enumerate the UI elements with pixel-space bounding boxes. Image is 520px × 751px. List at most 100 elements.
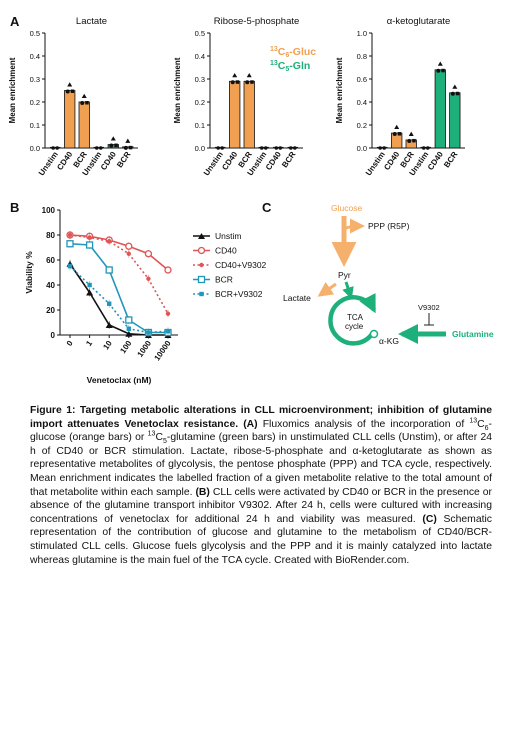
data-point — [67, 264, 73, 269]
figure-graphic: A B C Lactate Mean enrichment 0.0 0.1 0.2 0.3… — [8, 14, 494, 385]
y-tick-label: 0.0 — [357, 144, 367, 153]
x-tick-label: CD40 — [426, 150, 445, 172]
y-tick-label: 20 — [46, 306, 55, 315]
y-tick-label: 0.8 — [357, 52, 367, 61]
data-point — [86, 289, 94, 296]
lactate-label: Lactate — [283, 293, 311, 303]
legend-label: CD40 — [215, 246, 237, 256]
x-tick-label: CD40 — [55, 150, 74, 172]
x-axis-label: Venetoclax (nM) — [87, 375, 152, 385]
series-line — [69, 265, 169, 334]
glucose-label: Glucose — [331, 203, 362, 213]
bar — [243, 80, 255, 149]
v9302-label: V9302 — [418, 303, 440, 312]
data-point — [441, 68, 445, 73]
caption-a-text-3: -glutamine (green bars) in unstimulated … — [30, 432, 492, 498]
data-point — [250, 80, 254, 84]
data-point — [246, 73, 252, 78]
alpha-ketoglutarate-chart: α-ketoglutarate Mean enrichment 0.0 0.2 0.4 0… — [335, 16, 465, 177]
x-tick-label: BCR — [280, 150, 297, 170]
x-tick-label: 1 — [84, 339, 94, 348]
pyr-label: Pyr — [338, 270, 351, 280]
bar — [405, 139, 417, 149]
series-line — [69, 234, 169, 315]
y-tick-label: 0.4 — [30, 52, 40, 61]
legend-label: CD40+V9302 — [215, 260, 267, 270]
pyr-to-tca-arrow — [342, 281, 354, 300]
data-point — [67, 232, 73, 238]
y-tick-label: 0.0 — [30, 144, 40, 153]
chart-title: Ribose-5-phosphate — [214, 16, 300, 27]
y-tick-label: 0.2 — [357, 121, 367, 130]
y-axis-label: Viability % — [24, 251, 34, 294]
data-point — [452, 84, 458, 89]
y-tick-label: 0.4 — [357, 98, 367, 107]
akg-label: α-KG — [379, 336, 399, 346]
data-point — [397, 132, 402, 136]
y-tick-label: 60 — [46, 256, 55, 265]
y-tick-label: 1.0 — [357, 29, 367, 38]
x-tick-label: BCR — [115, 150, 132, 170]
data-point — [263, 146, 268, 150]
data-point — [232, 73, 238, 78]
y-tick-label: 0.5 — [30, 29, 40, 38]
data-point — [378, 146, 382, 150]
legend-gluc-label: 13C6-Gluc — [270, 46, 316, 59]
data-point — [382, 146, 386, 150]
data-point — [220, 146, 224, 150]
tca-cycle-arc — [328, 293, 377, 346]
caption-a-text-2: -glucose (orange bars) or — [30, 418, 492, 444]
chart-title: Lactate — [76, 16, 107, 27]
figure-caption: Figure 1: Targeting metabolic alteration… — [30, 404, 492, 567]
caption-b-label: (B) — [195, 486, 210, 498]
legend-marker — [199, 262, 204, 268]
data-point — [407, 138, 412, 143]
y-tick-label: 0 — [51, 331, 56, 340]
tca-label: TCA — [347, 313, 364, 322]
data-point — [87, 282, 92, 288]
bar — [107, 144, 119, 149]
x-tick-label: CD40 — [264, 150, 283, 172]
data-point — [436, 68, 441, 73]
data-point — [126, 326, 131, 331]
ribose-5-phosphate-chart: Ribose-5-phosphate Mean enrichment 0.0 0.1 0… — [173, 16, 303, 177]
data-point — [107, 301, 112, 306]
data-point — [425, 146, 430, 150]
y-tick-label: 80 — [46, 231, 55, 240]
metabolism-schematic: Glucose PPP (R5P) Pyr Lactate TCA cycle … — [283, 203, 494, 346]
data-point — [216, 146, 220, 150]
data-point — [289, 146, 293, 150]
data-point — [80, 101, 85, 105]
y-tick-label: 0.1 — [195, 121, 205, 130]
data-point — [274, 146, 279, 150]
y-tick-label: 0.2 — [30, 98, 40, 107]
y-tick-label: 40 — [46, 281, 55, 290]
x-tick-label: CD40 — [220, 150, 239, 172]
data-point — [98, 146, 103, 150]
y-tick-label: 0.4 — [195, 52, 205, 61]
x-tick-label: 10000 — [153, 339, 173, 363]
panel-b-label: B — [10, 200, 19, 215]
data-point — [81, 93, 87, 98]
caption-iso1-sub: 6 — [484, 424, 489, 432]
caption-iso2-mid: C — [155, 432, 163, 444]
caption-iso1-sup: 13 — [469, 417, 478, 425]
data-point — [146, 276, 151, 281]
data-point — [67, 82, 73, 87]
glutamine-label: Glutamine — [452, 329, 494, 339]
data-point — [109, 143, 114, 148]
data-point — [110, 136, 116, 141]
caption-iso2-sup: 13 — [147, 430, 156, 438]
legend-marker — [197, 246, 206, 255]
bar — [391, 132, 403, 149]
caption-c-text: Schematic representation of the contribu… — [30, 513, 492, 566]
legend-marker — [198, 233, 205, 239]
data-point — [105, 266, 113, 274]
data-point — [87, 235, 92, 240]
y-tick-label: 0.6 — [357, 75, 367, 84]
ppp-label: PPP (R5P) — [368, 221, 410, 231]
bar — [434, 69, 446, 149]
y-tick-label: 0.3 — [195, 75, 205, 84]
data-point — [114, 143, 118, 148]
data-point — [70, 89, 75, 93]
